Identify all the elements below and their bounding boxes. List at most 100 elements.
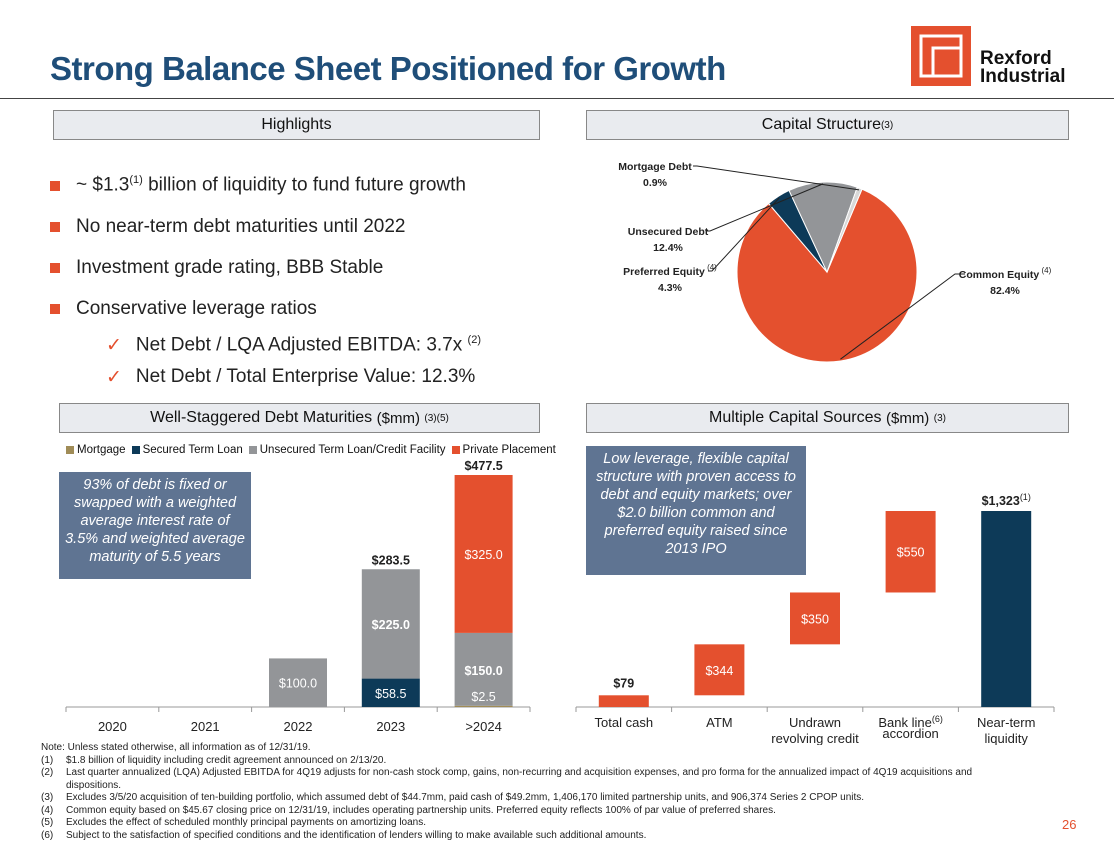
- x-tick-label: 2022: [284, 719, 313, 734]
- debt-maturities-legend: Mortgage Secured Term Loan Unsecured Term …: [66, 444, 556, 456]
- bullet-square-icon: [50, 303, 60, 314]
- bar-data-label: $150.0: [464, 664, 502, 678]
- legend-swatch: [131, 446, 140, 454]
- page-title: Strong Balance Sheet Positioned for Grow…: [50, 50, 726, 87]
- x-tick-label: 2023: [376, 719, 405, 734]
- bar-total-label: $477.5: [464, 459, 502, 473]
- pie-leader-line: [693, 165, 860, 191]
- legend-swatch: [248, 446, 257, 454]
- bar-data-label: $100.0: [279, 677, 317, 691]
- legend-label: Unsecured Term Loan/Credit Facility: [259, 444, 446, 456]
- capital-sources-header-sup: (3): [933, 412, 946, 424]
- footnote-item: (5) Excludes the effect of scheduled mont…: [41, 817, 1011, 830]
- pie-leader-line: [840, 273, 965, 360]
- legend-swatch: [66, 446, 74, 454]
- pie-label: Mortgage Debt: [618, 161, 692, 173]
- bullet-square-icon: [50, 180, 60, 191]
- legend-label: Secured Term Loan: [142, 444, 243, 456]
- highlights-header-label: Highlights: [261, 116, 332, 133]
- legend-item: Mortgage: [66, 444, 126, 456]
- highlight-sub-text: Net Debt / LQA Adjusted EBITDA: 3.7x (2): [135, 333, 481, 356]
- pie-value-label: 82.4%: [990, 285, 1020, 297]
- pie-leader-line: [708, 197, 780, 272]
- bar-total-label: $1,323(1): [982, 492, 1031, 508]
- footnote-item: (6) Subject to the satisfaction of specif…: [41, 830, 1011, 843]
- legend-label: Mortgage: [77, 444, 126, 456]
- legend-item: Private Placement: [451, 444, 556, 456]
- footnote-text: $1.8 billion of liquidity including cred…: [66, 754, 387, 766]
- debt-maturities-header-unit: ($mm): [376, 409, 420, 427]
- footnote-number: (4): [41, 804, 54, 816]
- capital-structure-header-label: Capital Structure: [761, 116, 881, 133]
- highlight-text: No near-term debt maturities until 2022: [76, 215, 406, 237]
- debt-maturities-header-sup: (3)(5): [424, 412, 449, 424]
- highlights-header: Highlights: [53, 110, 540, 140]
- debt-maturities-header: Well-Staggered Debt Maturities ($mm) (3)…: [59, 403, 540, 433]
- footnote-number: (2): [41, 767, 54, 778]
- x-tick-label: Near-term liquidity: [977, 715, 1036, 745]
- pie-value-label: 12.4%: [653, 242, 683, 254]
- bullet-square-icon: [50, 221, 60, 232]
- rexford-logo-icon: [911, 26, 971, 86]
- footnote-text: Subject to the satisfaction of specified…: [66, 829, 647, 841]
- footnote-item: (1) $1.8 billion of liquidity including c…: [41, 755, 1011, 768]
- pie-value-label: 4.3%: [658, 282, 683, 294]
- highlight-item: No near-term debt maturities until 2022: [50, 206, 570, 247]
- pie-label: Common Equity (4): [959, 266, 1052, 281]
- page-number: 26: [1062, 817, 1077, 832]
- waterfall-bar: [790, 592, 840, 645]
- sources-callout: Low leverage, flexible capital structure…: [586, 446, 806, 575]
- bar-data-label: $325.0: [464, 548, 502, 562]
- bar-data-label: $550: [897, 546, 925, 560]
- waterfall-bar: [981, 511, 1032, 707]
- bar-segment: [454, 705, 513, 707]
- pie-slice-unsecured-debt: [788, 181, 858, 274]
- x-tick-label: Bank line(6) accordion: [878, 714, 942, 741]
- title-divider: [0, 98, 1114, 99]
- checkmark-icon: ✓: [106, 366, 122, 388]
- highlight-sub-item: ✓ Net Debt / Total Enterprise Value: 12.3…: [50, 361, 570, 393]
- waterfall-bar: [598, 695, 649, 707]
- pie-label: Preferred Equity (4): [623, 263, 717, 278]
- highlight-item: ~ $1.3(1) billion of liquidity to fund f…: [50, 165, 570, 206]
- highlight-text: ~ $1.3(1) billion of liquidity to fund f…: [76, 174, 466, 196]
- waterfall-bar: [885, 511, 936, 593]
- x-tick-label: 2021: [191, 719, 220, 734]
- highlights-list: ~ $1.3(1) billion of liquidity to fund f…: [50, 165, 570, 393]
- bar-data-label: $350: [801, 612, 829, 626]
- footnote-number: (5): [41, 817, 54, 828]
- pie-slice-common-equity: [736, 188, 918, 363]
- legend-item: Secured Term Loan: [131, 444, 243, 456]
- highlight-item: Conservative leverage ratios: [50, 288, 570, 329]
- bar-segment: [361, 569, 420, 679]
- debt-maturities-header-label: Well-Staggered Debt Maturities: [150, 409, 373, 426]
- legend-item: Unsecured Term Loan/Credit Facility: [248, 444, 446, 456]
- bar-segment: [454, 632, 513, 706]
- waterfall-bar: [694, 644, 745, 696]
- footnote-text: Last quarter annualized (LQA) Adjusted E…: [66, 767, 973, 791]
- footnotes: Note: Unless stated otherwise, all infor…: [41, 742, 1011, 842]
- x-tick-label: 2020: [98, 719, 127, 734]
- capital-structure-pie-chart: Common Equity (4) 82.4% Preferred Equity (…: [618, 161, 1052, 363]
- highlight-text: Investment grade rating, BBB Stable: [76, 256, 384, 278]
- legend-swatch: [451, 446, 460, 454]
- bar-segment: [454, 475, 513, 633]
- pie-leader-line: [706, 183, 824, 232]
- logo-wordmark: Rexford Industrial: [980, 48, 1066, 87]
- footnote-text: Excludes the effect of scheduled monthly…: [66, 817, 427, 828]
- bar-segment: [361, 678, 420, 707]
- highlight-text: Conservative leverage ratios: [76, 297, 317, 319]
- footnote-item: (2) Last quarter annualized (LQA) Adjuste…: [41, 767, 1011, 792]
- capital-structure-header-sup: (3): [880, 119, 894, 131]
- footnote-text: Excludes 3/5/20 acquisition of ten-build…: [66, 792, 865, 803]
- bar-segment: [269, 658, 327, 707]
- bar-data-label: $79: [613, 676, 634, 690]
- x-tick-label: >2024: [465, 719, 502, 734]
- bar-data-label: $58.5: [375, 687, 406, 701]
- bar-data-label: $225.0: [372, 618, 410, 632]
- x-tick-label: Total cash: [595, 715, 654, 730]
- debt-maturities-chart: 2020 2021 2022 $100.0 2023 $58.5 $225.0 $283.5 >…: [65, 459, 531, 734]
- x-tick-label: ATM: [706, 715, 732, 730]
- capital-structure-header: Capital Structure (3): [586, 110, 1069, 140]
